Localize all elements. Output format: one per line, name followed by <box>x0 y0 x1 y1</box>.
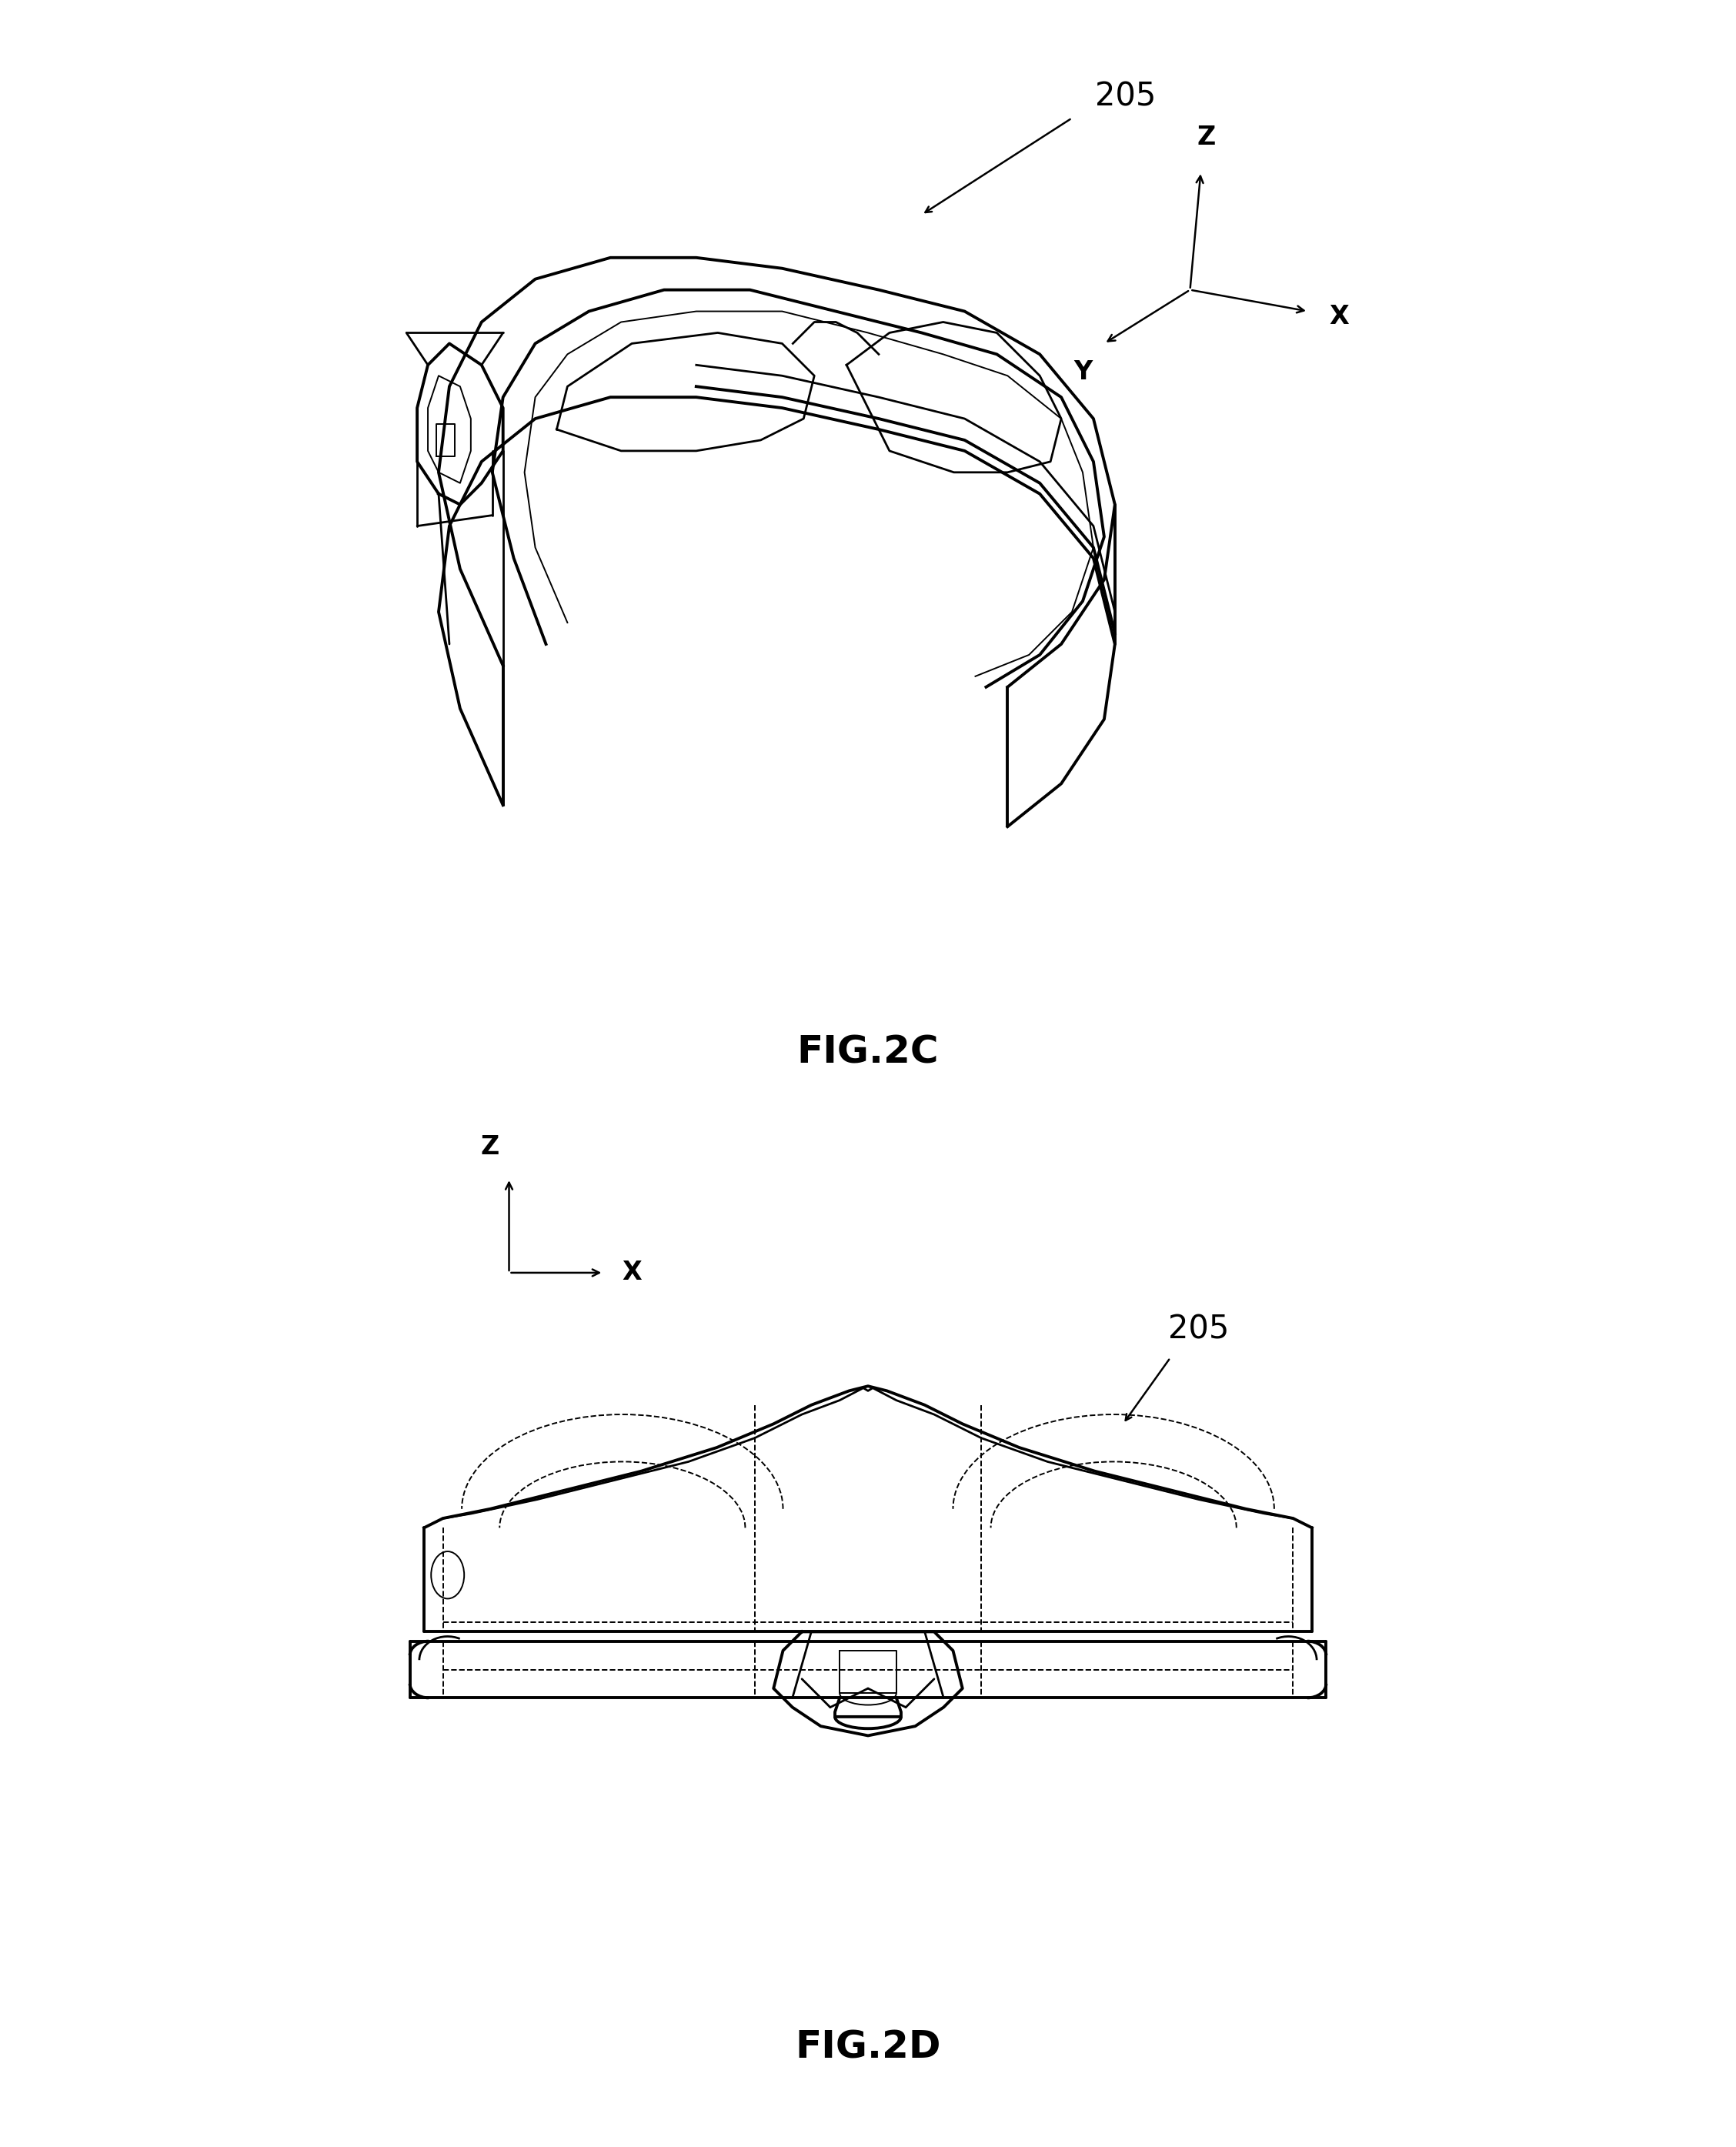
Text: X: X <box>1330 305 1349 328</box>
Text: 205: 205 <box>1095 79 1156 114</box>
Text: Z: Z <box>481 1134 500 1159</box>
Text: FIG.2D: FIG.2D <box>795 2029 941 2065</box>
Text: Z: Z <box>1196 125 1215 150</box>
Text: 205: 205 <box>1168 1314 1229 1346</box>
Text: X: X <box>623 1260 642 1286</box>
Text: FIG.2C: FIG.2C <box>797 1033 939 1071</box>
Text: Y: Y <box>1073 361 1092 384</box>
